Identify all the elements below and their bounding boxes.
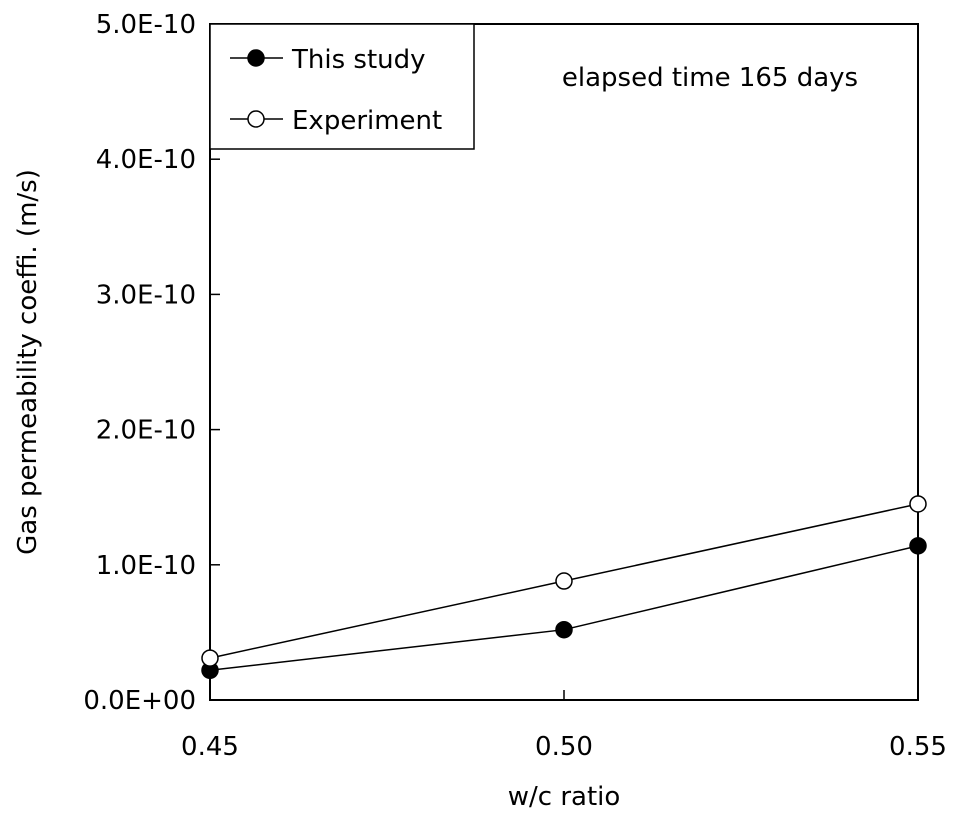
x-tick-label: 0.50 <box>535 732 593 762</box>
x-axis-ticks: 0.45 0.50 0.55 <box>181 690 947 762</box>
y-axis-ticks: 0.0E+00 1.0E-10 2.0E-10 3.0E-10 4.0E-10 5.0E-… <box>83 10 220 716</box>
data-point-experiment <box>555 572 573 590</box>
x-tick-label: 0.55 <box>889 732 947 762</box>
x-tick-label: 0.45 <box>181 732 239 762</box>
legend-box <box>209 23 475 150</box>
y-axis-label: Gas permeability coeffi. (m/s) <box>13 169 43 555</box>
series-layer <box>201 495 927 680</box>
legend-label-this-study: This study <box>291 45 426 75</box>
legend-marker-this-study <box>247 49 265 67</box>
y-tick-label: 2.0E-10 <box>96 416 196 446</box>
series-line-this-study <box>209 545 919 672</box>
legend-marker-experiment <box>247 110 265 128</box>
data-point-this-study <box>555 620 573 639</box>
x-axis-label: w/c ratio <box>508 782 621 812</box>
y-tick-label: 4.0E-10 <box>96 145 196 175</box>
y-tick-label: 5.0E-10 <box>96 10 196 40</box>
legend: This study Experiment <box>209 23 475 150</box>
data-point-experiment <box>201 649 219 667</box>
data-point-experiment <box>909 495 927 513</box>
y-tick-label: 1.0E-10 <box>96 551 196 581</box>
y-tick-label: 3.0E-10 <box>96 280 196 310</box>
y-tick-label: 0.0E+00 <box>83 686 196 716</box>
data-point-this-study <box>909 537 927 555</box>
annotation-elapsed-time: elapsed time 165 days <box>562 63 858 93</box>
legend-label-experiment: Experiment <box>292 106 442 136</box>
